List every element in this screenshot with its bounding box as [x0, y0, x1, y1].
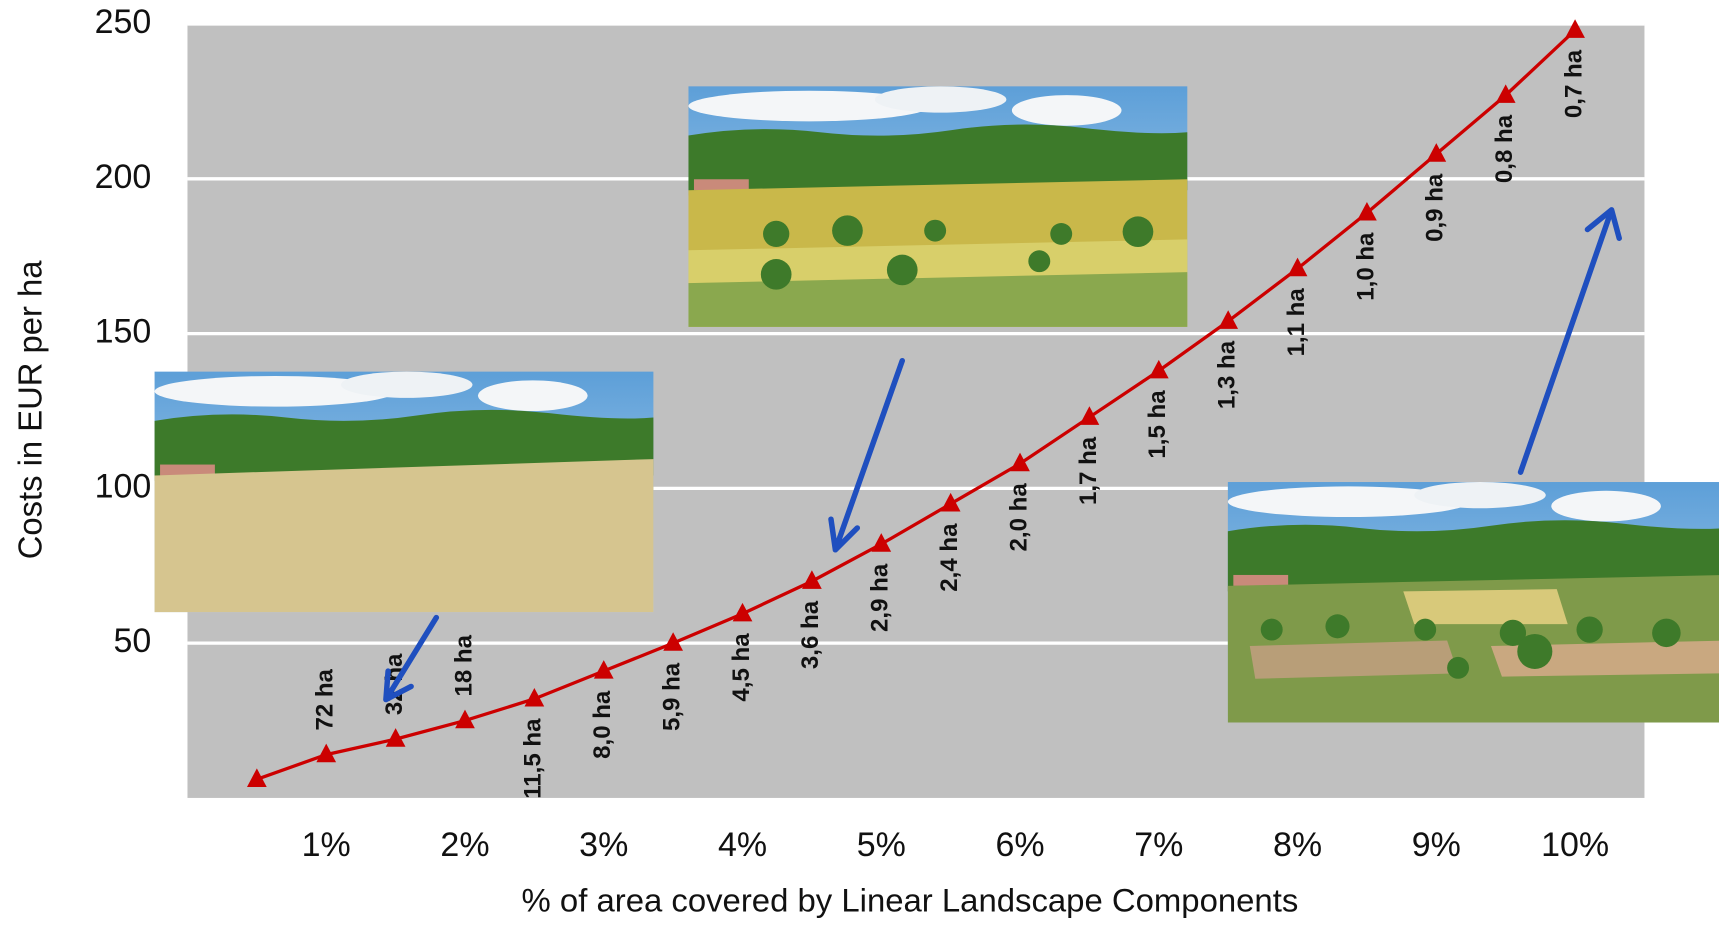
line	[256, 29, 1577, 781]
point-annotation: 1,7 ha	[1075, 436, 1102, 505]
y-tick-label: 50	[113, 622, 151, 660]
point-annotation: 2,4 ha	[936, 523, 963, 592]
x-tick-label: 4%	[718, 826, 767, 864]
point-annotation: 8,0 ha	[589, 690, 616, 759]
marker	[1010, 452, 1030, 472]
point-annotation: 2,0 ha	[1005, 483, 1032, 552]
point-annotation: 5,9 ha	[658, 662, 685, 731]
photo-some-hedges	[688, 86, 1188, 327]
y-tick-label: 150	[95, 313, 152, 351]
point-annotation: 3,6 ha	[797, 600, 824, 669]
point-annotation: 72 ha	[312, 668, 339, 730]
y-tick-label: 200	[95, 158, 152, 196]
marker	[802, 570, 822, 589]
point-annotation: 18 ha	[450, 634, 477, 696]
point-annotation: 1,0 ha	[1352, 232, 1379, 301]
marker	[1148, 359, 1169, 379]
x-tick-label: 8%	[1273, 826, 1322, 864]
marker	[1426, 143, 1447, 162]
marker	[871, 533, 892, 552]
marker	[455, 709, 475, 729]
x-tick-label: 6%	[995, 826, 1044, 864]
point-annotation: 4,5 ha	[728, 633, 755, 702]
x-tick-label: 10%	[1541, 826, 1609, 864]
marker	[593, 660, 614, 679]
point-annotation: 1,1 ha	[1283, 288, 1310, 357]
photo-many-hedges	[1227, 482, 1719, 723]
marker	[1287, 257, 1308, 277]
marker	[940, 492, 961, 512]
y-tick-label: 100	[95, 467, 152, 505]
x-tick-label: 2%	[440, 826, 489, 864]
arrows	[383, 207, 1622, 703]
y-tick-label: 250	[95, 3, 152, 41]
point-annotation: 11,5 ha	[520, 718, 547, 799]
x-tick-label: 1%	[302, 826, 351, 864]
marker	[1079, 406, 1100, 425]
marker	[524, 687, 545, 707]
x-tick-label: 3%	[579, 826, 628, 864]
photo-plain-field	[154, 371, 654, 613]
marker	[1218, 310, 1239, 329]
point-annotation: 2,9 ha	[867, 563, 894, 632]
marker	[316, 743, 337, 763]
x-tick-label: 7%	[1134, 826, 1183, 864]
point-annotation: 0,7 ha	[1560, 49, 1587, 118]
marker	[246, 768, 267, 788]
marker	[663, 632, 683, 651]
marker	[1357, 201, 1377, 221]
point-annotation: 0,9 ha	[1422, 173, 1449, 242]
marker	[385, 728, 406, 747]
x-tick-label: 5%	[857, 826, 906, 864]
x-tick-label: 9%	[1412, 826, 1461, 864]
marker	[1565, 19, 1585, 38]
x-axis-title: % of area covered by Linear Landscape Co…	[522, 882, 1299, 919]
point-annotation: 1,5 ha	[1144, 390, 1171, 459]
marker	[732, 602, 753, 622]
point-annotation: 1,3 ha	[1214, 340, 1241, 409]
y-axis-title: Costs in EUR per ha	[12, 260, 49, 560]
point-annotation: 0,8 ha	[1491, 114, 1518, 183]
marker	[1495, 84, 1516, 103]
